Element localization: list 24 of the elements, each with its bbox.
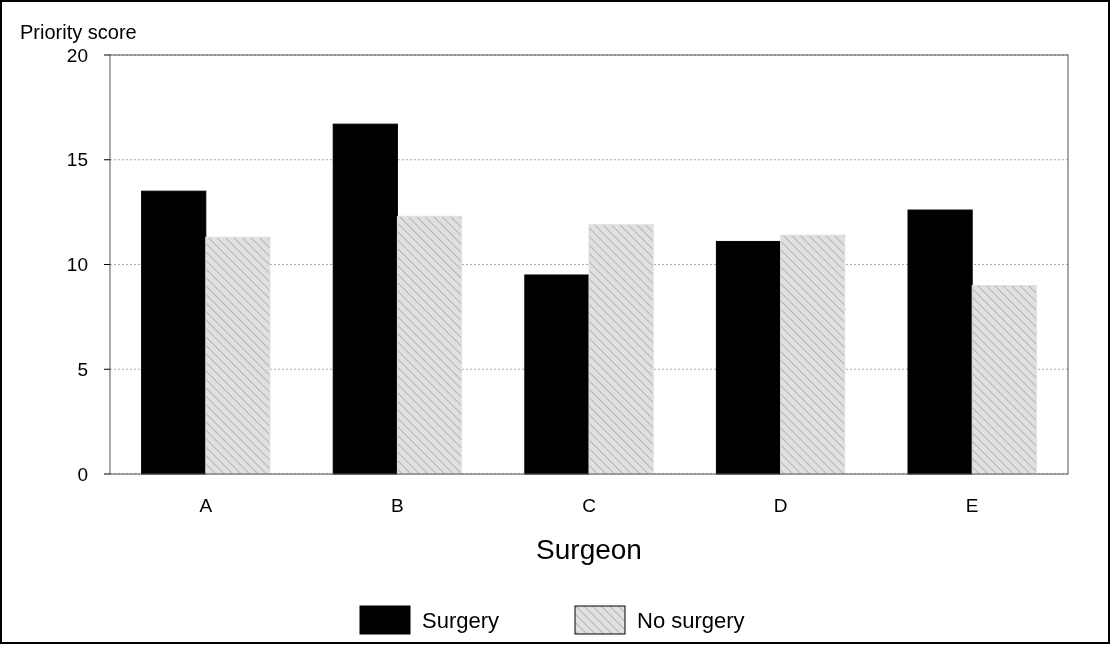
x-tick-label: D [773,495,788,516]
bar [907,209,973,475]
bar [971,284,1037,475]
legend-label: No surgery [637,607,745,633]
bar [780,234,846,475]
x-tick-label: C [582,495,596,516]
y-tick-label: 15 [66,149,88,171]
x-tick-label: A [199,495,213,516]
y-axis-title: Priority score [20,21,137,43]
x-tick-label: E [965,495,979,516]
y-tick-label: 20 [66,44,88,66]
legend-label: Surgery [422,607,500,633]
bar [205,236,271,475]
bar [332,123,398,475]
x-tick-label: B [391,495,404,516]
y-tick-label: 0 [77,463,88,485]
bar [588,224,654,475]
bar [141,190,207,475]
bar [715,240,782,475]
y-tick-label: 10 [66,254,88,276]
bar [524,274,590,475]
x-axis-title: Surgeon [536,534,642,565]
y-tick-label: 5 [77,358,88,380]
bar [396,215,463,475]
